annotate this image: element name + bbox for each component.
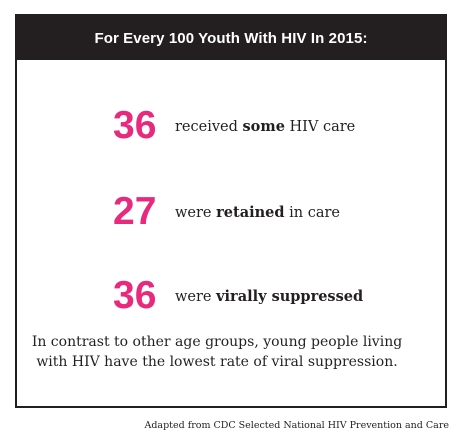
source-caption: Adapted from CDC Selected National HIV P… [144, 420, 449, 431]
summary-note: In contrast to other age groups, young p… [31, 334, 403, 370]
stat-description: were retained in care [175, 203, 340, 221]
stat-row-suppressed: 36 were virally suppressed [113, 274, 363, 318]
infographic-card: For Every 100 Youth With HIV In 2015: 36… [15, 14, 447, 408]
stat-description: received some HIV care [175, 117, 356, 135]
stat-row-retained: 27 were retained in care [113, 190, 340, 234]
stat-description: were virally suppressed [175, 287, 364, 305]
stat-number: 36 [113, 104, 157, 147]
header-title: For Every 100 Youth With HIV In 2015: [94, 29, 368, 47]
stat-row-care: 36 received some HIV care [113, 104, 355, 148]
stat-number: 36 [113, 274, 157, 317]
stat-number: 27 [113, 190, 157, 233]
header-banner: For Every 100 Youth With HIV In 2015: [17, 16, 445, 60]
